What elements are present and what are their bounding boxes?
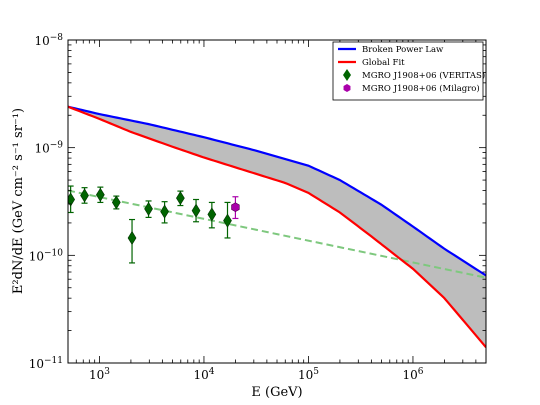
diamond-marker	[144, 201, 153, 216]
legend-hexagon-swatch	[343, 84, 351, 92]
y-tick-label: 10−9	[34, 141, 63, 156]
x-tick-label: 104	[193, 367, 214, 382]
x-tick-label: 103	[89, 367, 110, 382]
axis-ticks	[67, 39, 487, 364]
y-tick-label: 10−11	[29, 356, 63, 371]
legend-diamond-swatch	[343, 69, 351, 81]
diamond-marker	[176, 191, 185, 206]
power-law-fit-dashed-line	[68, 189, 486, 279]
diamond-marker	[96, 187, 105, 202]
broken-power-law-line	[68, 105, 486, 277]
veritas-point	[111, 195, 121, 210]
veritas-point	[223, 201, 232, 239]
diamond-marker	[160, 204, 169, 219]
diamond-marker	[111, 195, 121, 210]
y-tick-label: 10−8	[34, 33, 63, 48]
diamond-marker	[127, 230, 137, 246]
legend-label: MGRO J1908+06 (Milagro)	[362, 83, 480, 94]
diamond-marker	[68, 192, 75, 207]
veritas-point	[160, 201, 169, 224]
legend-entry: MGRO J1908+06 (Milagro)	[343, 83, 480, 94]
veritas-point	[144, 200, 153, 219]
diamond-marker	[223, 213, 232, 228]
veritas-point	[191, 198, 201, 223]
hexagon-marker	[231, 202, 240, 213]
veritas-point	[80, 187, 89, 204]
legend-entry: MGRO J1908+06 (VERITAS)	[343, 69, 485, 81]
y-axis-title: E²dN/dE (GeV cm⁻² s⁻¹ sr⁻¹)	[11, 108, 26, 294]
legend-label: Broken Power Law	[362, 45, 444, 55]
x-tick-label: 105	[298, 367, 319, 382]
model-band	[68, 106, 486, 348]
legend-box	[332, 41, 484, 101]
plot-area	[68, 105, 486, 348]
diamond-marker	[80, 188, 89, 203]
y-tick-label: 10−10	[29, 248, 64, 263]
milagro-point	[231, 196, 240, 220]
diamond-marker	[207, 207, 217, 222]
x-axis-title: E (GeV)	[251, 385, 302, 400]
legend-entry: Broken Power Law	[338, 45, 444, 55]
legend-label: MGRO J1908+06 (VERITAS)	[362, 70, 485, 81]
diamond-marker	[191, 203, 201, 218]
global-fit-line	[68, 105, 486, 348]
x-tick-label: 106	[402, 367, 423, 382]
veritas-point	[127, 218, 137, 264]
veritas-point	[207, 201, 217, 229]
veritas-point	[96, 186, 105, 204]
tick-labels: 103 104 105 106 10−11 10−10 10−9 10−8	[29, 33, 424, 382]
veritas-point	[176, 190, 185, 207]
legend-label: Global Fit	[362, 58, 405, 68]
legend-entry: Global Fit	[338, 58, 405, 68]
legend: Broken Power Law Global Fit MGRO J1908+06 …	[332, 41, 485, 101]
